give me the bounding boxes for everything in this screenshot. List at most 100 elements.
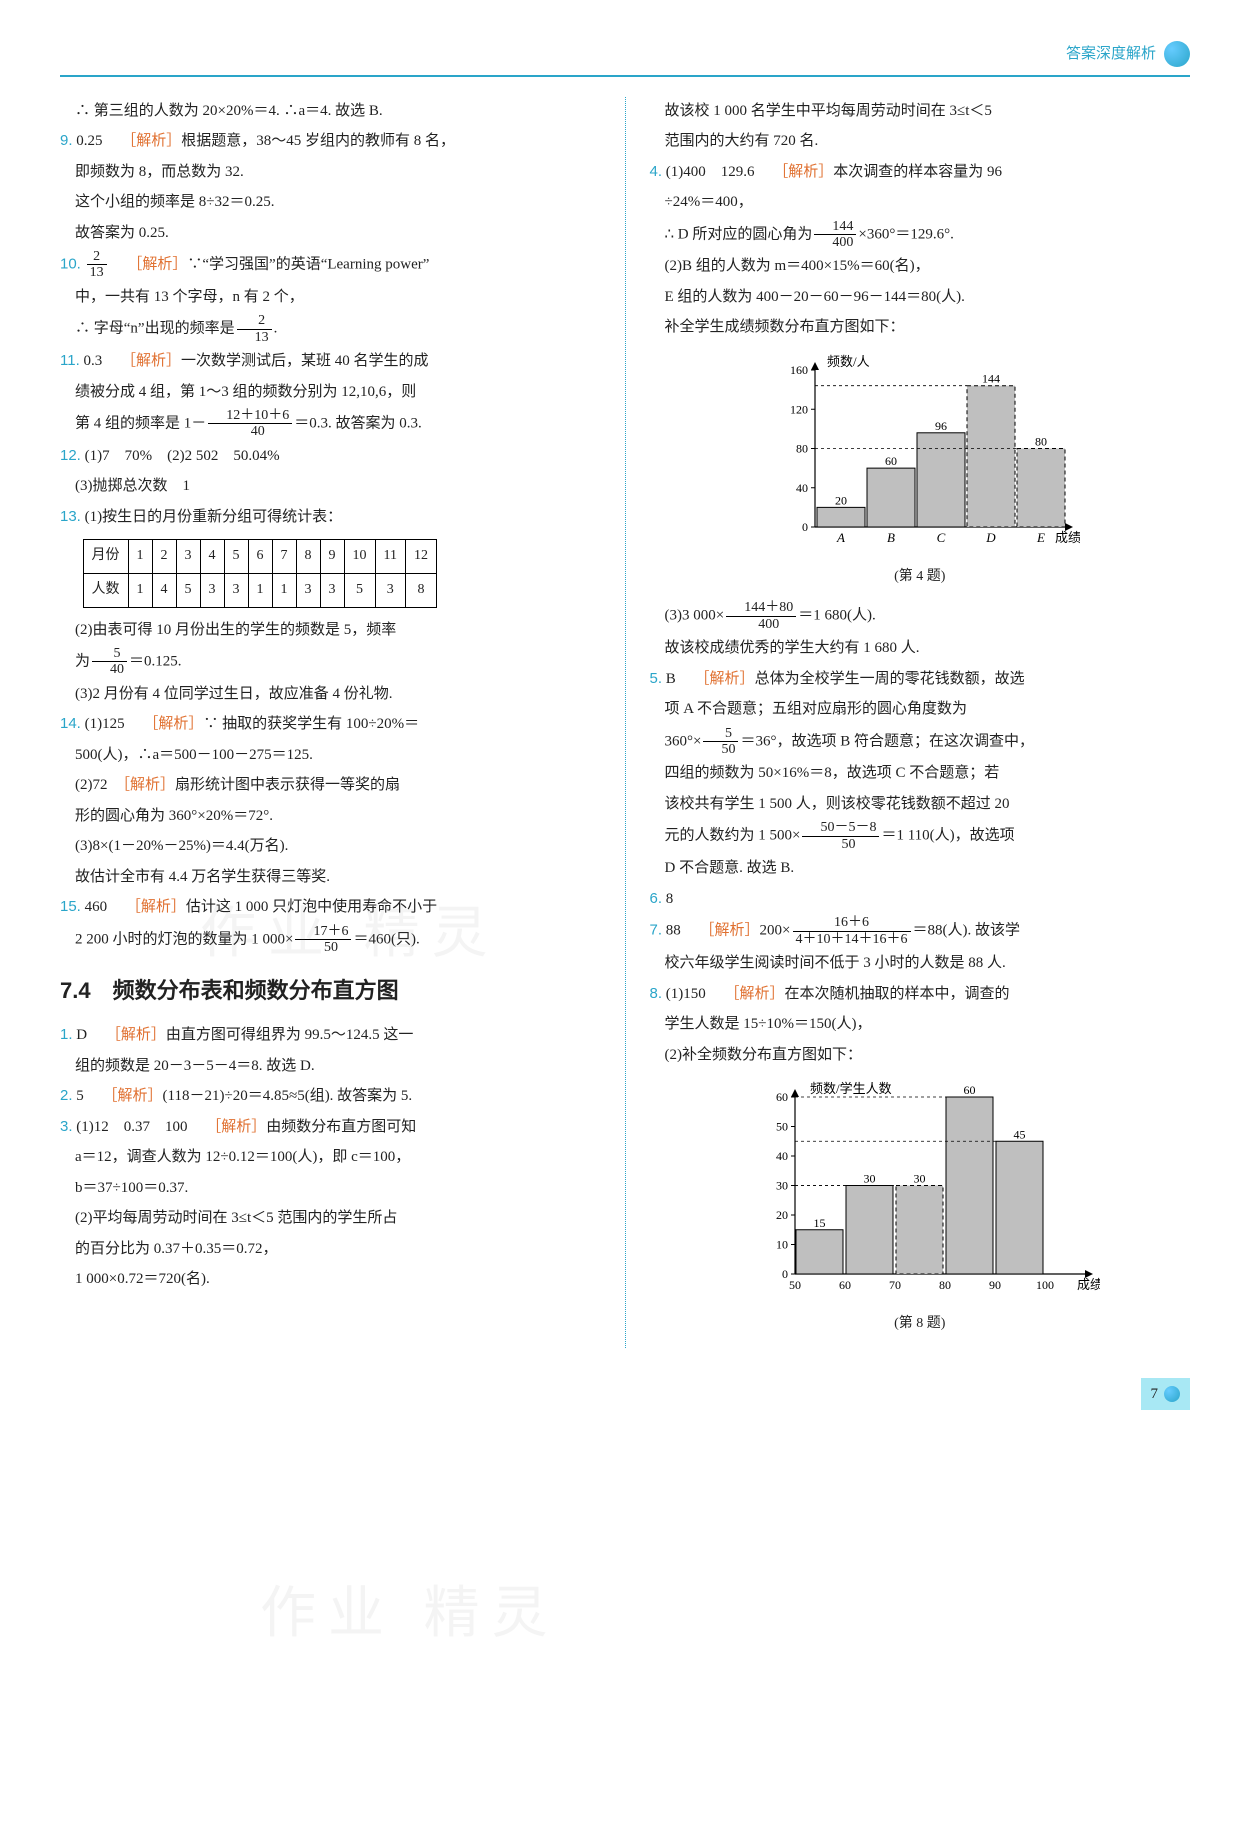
- q6-num: 6.: [650, 890, 663, 907]
- s1: 1. D ［解析］由直方图可得组界为 99.5～124.5 这一: [60, 1021, 601, 1050]
- q13-table: 月份123456789101112 人数145331133538: [83, 539, 437, 607]
- svg-text:C: C: [936, 530, 945, 545]
- chart-q8-caption: (第 8 题): [650, 1311, 1191, 1338]
- q14-l6: 故估计全市有 4.4 万名学生获得三等奖.: [60, 863, 601, 892]
- q4b-l1: (3)3 000×144＋80400＝1 680(人).: [650, 600, 1191, 632]
- q8-l1: 在本次随机抽取的样本中，调查的: [785, 986, 1010, 1002]
- q5: 5. B ［解析］总体为全校学生一周的零花钱数额，故选: [650, 665, 1191, 694]
- q12-l2: (3)抛掷总次数 1: [60, 472, 601, 501]
- q13-l2a: (2)由表可得 10 月份出生的学生的频数是 5，频率: [60, 616, 601, 645]
- svg-text:10: 10: [776, 1238, 788, 1252]
- q15-num: 15.: [60, 898, 81, 915]
- s3-l4: (2)平均每周劳动时间在 3≤t＜5 范围内的学生所占: [60, 1204, 601, 1233]
- s2-ana: ［解析］: [103, 1087, 163, 1104]
- q9-l1: 根据题意，38～45 岁组内的教师有 8 名，: [181, 133, 455, 149]
- s3-ana: ［解析］: [206, 1118, 266, 1135]
- svg-text:40: 40: [796, 481, 808, 495]
- svg-text:45: 45: [1013, 1127, 1025, 1141]
- q4-l3: ∴ D 所对应的圆心角为144400×360°＝129.6°.: [650, 219, 1191, 251]
- q5-ans: B: [666, 671, 676, 687]
- q9-ans: 0.25: [76, 133, 102, 149]
- svg-text:0: 0: [802, 520, 808, 534]
- svg-text:96: 96: [935, 419, 947, 433]
- q11-ans: 0.3: [84, 353, 103, 369]
- q4-l4: (2)B 组的人数为 m＝400×15%＝60(名)，: [650, 252, 1191, 281]
- q13-l1: (1)按生日的月份重新分组可得统计表：: [85, 509, 343, 525]
- q12: 12. (1)7 70% (2)2 502 50.04%: [60, 442, 601, 471]
- q10: 10. 213 ［解析］∵“学习强国”的英语“Learning power”: [60, 249, 601, 281]
- svg-text:120: 120: [790, 402, 808, 416]
- q9-num: 9.: [60, 132, 73, 149]
- section-title: 7.4 频数分布表和频数分布直方图: [60, 970, 601, 1012]
- q13-l3: (3)2 月份有 4 位同学过生日，故应准备 4 份礼物.: [60, 680, 601, 709]
- svg-text:60: 60: [839, 1278, 851, 1292]
- q5-l5: 该校共有学生 1 500 人，则该校零花钱数额不超过 20: [650, 790, 1191, 819]
- chart-q4-caption: (第 4 题): [650, 564, 1191, 591]
- q10-ana: ［解析］: [127, 255, 187, 272]
- s2-ans: 5: [76, 1088, 84, 1104]
- svg-text:15: 15: [813, 1216, 825, 1230]
- q5-l3: 360°×550＝36°，故选项 B 符合题意；在这次调查中，: [650, 726, 1191, 758]
- q8-l2: 学生人数是 15÷10%＝150(人)，: [650, 1010, 1191, 1039]
- s1-l1: 由直方图可得组界为 99.5～124.5 这一: [166, 1027, 414, 1043]
- q8-l3: (2)补全频数分布直方图如下：: [650, 1041, 1191, 1070]
- q10-frac: 213: [87, 249, 107, 281]
- q4b-l2: 故该校成绩优秀的学生大约有 1 680 人.: [650, 634, 1191, 663]
- s3-num: 3.: [60, 1118, 73, 1135]
- svg-text:50: 50: [776, 1120, 788, 1134]
- s1-ans: D: [76, 1027, 87, 1043]
- q4-l6: 补全学生成绩频数分布直方图如下：: [650, 313, 1191, 342]
- s3-l1: 由频数分布直方图可知: [266, 1119, 416, 1135]
- s2-num: 2.: [60, 1087, 73, 1104]
- svg-text:30: 30: [863, 1172, 875, 1186]
- svg-text:60: 60: [776, 1090, 788, 1104]
- q4: 4. (1)400 129.6 ［解析］本次调查的样本容量为 96: [650, 158, 1191, 187]
- q11-l3: 第 4 组的频率是 1－12＋10＋640＝0.3. 故答案为 0.3.: [60, 408, 601, 440]
- s3-l6: 1 000×0.72＝720(名).: [60, 1265, 601, 1294]
- q5-l2: 项 A 不合题意；五组对应扇形的圆心角度数为: [650, 695, 1191, 724]
- q4-l5: E 组的人数为 400－20－60－96－144＝80(人).: [650, 283, 1191, 312]
- q8-ans: (1)150: [666, 986, 706, 1002]
- table-row: 人数145331133538: [83, 573, 436, 607]
- s3-ans: (1)12 0.37 100: [76, 1119, 187, 1135]
- left-column: ∴ 第三组的人数为 20×20%＝4. ∴a＝4. 故选 B. 9. 0.25 …: [60, 97, 601, 1348]
- q15: 15. 460 ［解析］估计这 1 000 只灯泡中使用寿命不小于: [60, 893, 601, 922]
- svg-text:30: 30: [776, 1179, 788, 1193]
- q15-ana: ［解析］: [126, 898, 186, 915]
- q5-num: 5.: [650, 670, 663, 687]
- q8: 8. (1)150 ［解析］在本次随机抽取的样本中，调查的: [650, 980, 1191, 1009]
- watermark: 作业 精灵: [260, 1560, 560, 1666]
- q6-ans: 8: [666, 891, 674, 907]
- q11: 11. 0.3 ［解析］一次数学测试后，某班 40 名学生的成: [60, 347, 601, 376]
- chart-q4: 16012080400频数/人20A60B96C144D80E成绩/分 (第 4…: [650, 352, 1191, 591]
- q12-num: 12.: [60, 447, 81, 464]
- q13: 13. (1)按生日的月份重新分组可得统计表：: [60, 503, 601, 532]
- q11-ana: ［解析］: [121, 352, 181, 369]
- svg-text:A: A: [836, 530, 845, 545]
- q14: 14. (1)125 ［解析］∵ 抽取的获奖学生有 100÷20%＝: [60, 710, 601, 739]
- q5-l6: 元的人数约为 1 500×50－5－850＝1 110(人)，故选项: [650, 820, 1191, 852]
- q10-l2: 中，一共有 13 个字母，n 有 2 个，: [60, 283, 601, 312]
- q4-l2: ÷24%＝400，: [650, 188, 1191, 217]
- svg-text:100: 100: [1036, 1278, 1054, 1292]
- svg-text:频数/人: 频数/人: [827, 354, 870, 369]
- svg-text:60: 60: [963, 1083, 975, 1097]
- q7: 7. 88 ［解析］200×16＋64＋10＋14＋16＋6＝88(人). 故该…: [650, 915, 1191, 947]
- svg-text:30: 30: [913, 1172, 925, 1186]
- svg-text:160: 160: [790, 363, 808, 377]
- svg-text:E: E: [1036, 530, 1045, 545]
- svg-text:80: 80: [1035, 434, 1047, 448]
- r-top2: 范围内的大约有 720 名.: [650, 127, 1191, 156]
- svg-text:0: 0: [782, 1267, 788, 1281]
- q7-ans: 88: [666, 923, 681, 939]
- header-title: 答案深度解析: [1066, 40, 1156, 69]
- chart-q8: 6050403020100频数/学生人数50607080901001530306…: [650, 1079, 1191, 1338]
- q7-num: 7.: [650, 922, 663, 939]
- svg-text:40: 40: [776, 1149, 788, 1163]
- q4-l1: 本次调查的样本容量为 96: [833, 164, 1002, 180]
- q9: 9. 0.25 ［解析］根据题意，38～45 岁组内的教师有 8 名，: [60, 127, 601, 156]
- header-logo-icon: [1164, 41, 1190, 67]
- svg-text:频数/学生人数: 频数/学生人数: [810, 1081, 892, 1096]
- svg-text:50: 50: [789, 1278, 801, 1292]
- q14-l1: ∵ 抽取的获奖学生有 100÷20%＝: [203, 716, 419, 732]
